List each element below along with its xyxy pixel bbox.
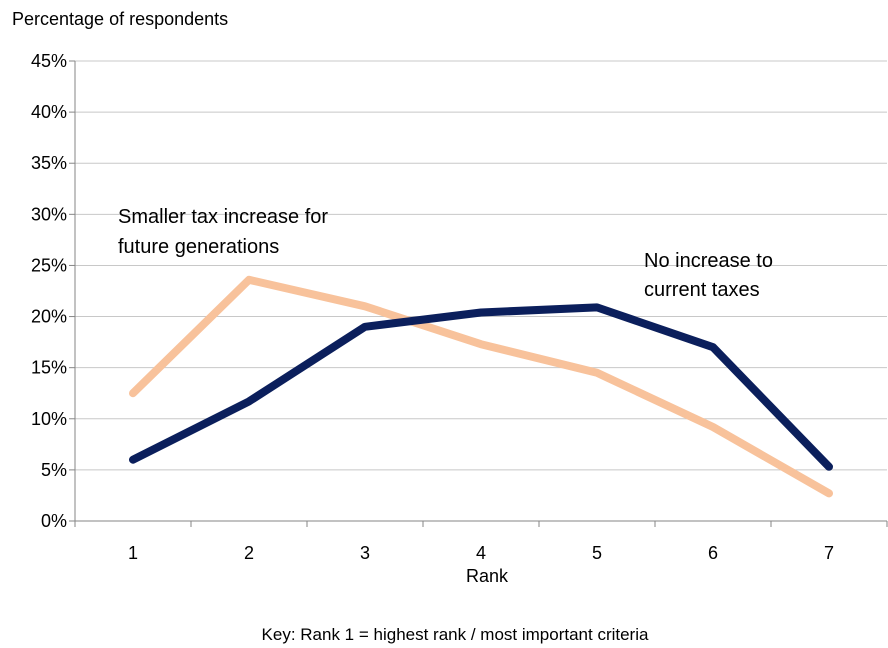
- x-axis-title: Rank: [466, 566, 509, 586]
- annotation-future-line-1: Smaller tax increase for: [118, 206, 328, 228]
- x-tick-label: 3: [360, 543, 370, 563]
- annotation-current-taxes: No increase to current taxes: [644, 250, 779, 301]
- annotation-current-line-1: No increase to: [644, 250, 773, 272]
- axes: [69, 60, 888, 527]
- y-tick-label: 40%: [31, 102, 67, 122]
- y-tick-label: 5%: [41, 460, 67, 480]
- x-tick-label: 5: [592, 543, 602, 563]
- series-line-1: [129, 303, 833, 471]
- annotation-future-generations: Smaller tax increase for future generati…: [118, 206, 334, 258]
- chart-key-note: Key: Rank 1 = highest rank / most import…: [262, 625, 649, 644]
- series-line-2: [129, 275, 833, 498]
- series-lines: [129, 275, 833, 498]
- y-tick-labels: 0% 5% 10% 15% 20% 25% 30% 35% 40% 45%: [31, 51, 67, 531]
- y-tick-label: 25%: [31, 255, 67, 275]
- y-tick-label: 15%: [31, 358, 67, 378]
- y-tick-label: 35%: [31, 153, 67, 173]
- annotation-future-line-2: future generations: [118, 236, 279, 258]
- x-tick-label: 7: [824, 543, 834, 563]
- y-tick-label: 10%: [31, 409, 67, 429]
- x-tick-label: 1: [128, 543, 138, 563]
- x-tick-label: 6: [708, 543, 718, 563]
- y-tick-label: 0%: [41, 511, 67, 531]
- annotation-current-line-2: current taxes: [644, 279, 760, 301]
- x-tick-label: 4: [476, 543, 486, 563]
- y-tick-label: 30%: [31, 204, 67, 224]
- x-tick-label: 2: [244, 543, 254, 563]
- y-axis-title: Percentage of respondents: [12, 9, 228, 29]
- x-tick-labels: 1 2 3 4 5 6 7: [128, 543, 834, 563]
- y-tick-label: 45%: [31, 51, 67, 71]
- y-tick-label: 20%: [31, 307, 67, 327]
